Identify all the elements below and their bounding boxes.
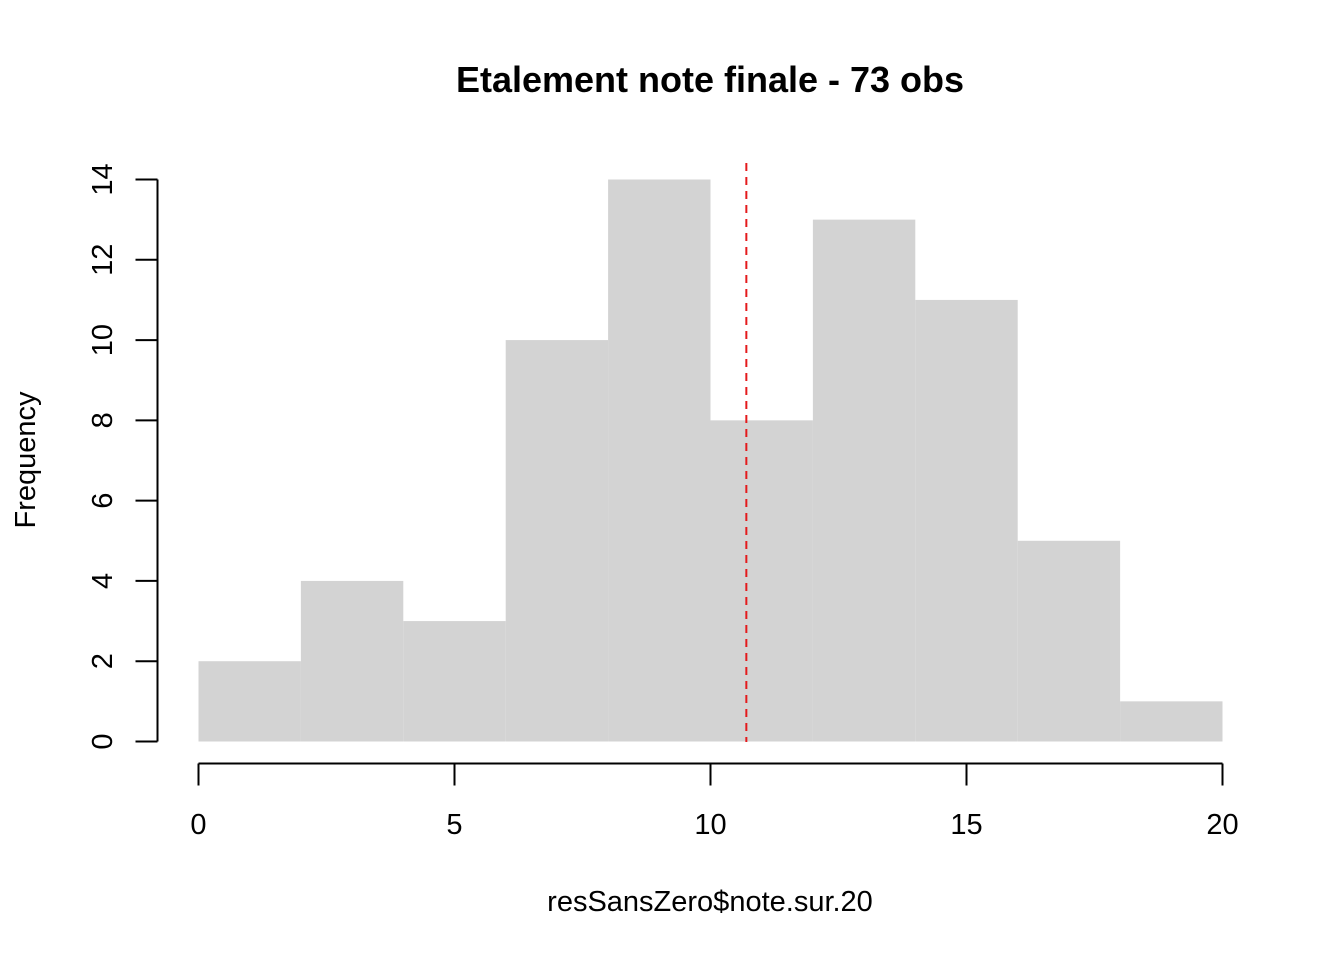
histogram-bar	[403, 621, 506, 742]
histogram-bar	[1120, 701, 1223, 742]
y-tick-label: 14	[87, 163, 119, 195]
x-axis: 0 5 10 15 20	[190, 762, 1239, 841]
chart-title: Etalement note finale - 73 obs	[456, 59, 964, 100]
y-tick-label: 2	[87, 653, 119, 669]
y-axis-label: Frequency	[10, 391, 42, 529]
x-tick-label: 15	[950, 809, 982, 841]
x-axis-label: resSansZero$note.sur.20	[547, 886, 873, 918]
histogram-bar	[915, 299, 1018, 742]
histogram-bar	[198, 661, 301, 742]
histogram-bars	[198, 179, 1223, 742]
x-tick-label: 5	[446, 809, 462, 841]
x-tick-label: 0	[190, 809, 206, 841]
histogram-bar	[710, 420, 813, 742]
histogram-bar	[505, 340, 609, 742]
y-tick-label: 10	[87, 324, 119, 356]
histogram-bar	[1017, 540, 1121, 742]
histogram-bar	[812, 219, 916, 742]
histogram-bar	[608, 179, 711, 742]
histogram-bar	[300, 580, 404, 742]
x-tick-label: 20	[1206, 809, 1238, 841]
y-tick-label: 6	[87, 493, 119, 509]
y-tick-label: 0	[87, 733, 119, 749]
y-tick-label: 8	[87, 412, 119, 428]
x-tick-label: 10	[694, 809, 726, 841]
y-axis: 0 2 4 6 8 10 12 14	[87, 163, 159, 750]
y-tick-label: 4	[87, 573, 119, 589]
y-tick-label: 12	[87, 244, 119, 276]
